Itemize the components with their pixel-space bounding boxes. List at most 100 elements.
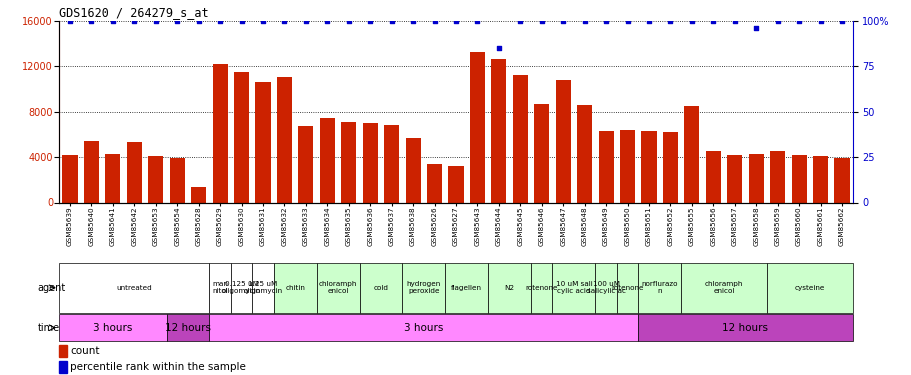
Point: [834, 18, 848, 24]
Point: [619, 18, 634, 24]
Bar: [273, 262, 316, 313]
Point: [106, 18, 120, 24]
Bar: [598, 131, 613, 203]
Text: count: count: [70, 346, 100, 356]
Bar: [59, 262, 210, 313]
Point: [791, 18, 805, 24]
Text: hydrogen
peroxide: hydrogen peroxide: [406, 281, 441, 294]
Point: [448, 18, 463, 24]
Text: N2: N2: [504, 285, 514, 291]
Bar: [640, 131, 656, 203]
Point: [212, 18, 227, 24]
Bar: [191, 187, 206, 202]
Point: [277, 18, 292, 24]
Bar: [791, 155, 805, 203]
Bar: [487, 262, 530, 313]
Bar: [616, 262, 638, 313]
Bar: [534, 104, 548, 202]
Bar: [555, 80, 570, 203]
Point: [363, 18, 377, 24]
Bar: [662, 132, 677, 202]
Point: [684, 18, 699, 24]
Bar: [530, 262, 552, 313]
Text: man
nitol: man nitol: [212, 281, 228, 294]
Bar: [320, 118, 334, 202]
Point: [491, 45, 506, 51]
Bar: [402, 262, 445, 313]
Text: 1.25 uM
oligomycin: 1.25 uM oligomycin: [243, 281, 282, 294]
Bar: [169, 158, 185, 203]
Text: untreated: untreated: [117, 285, 152, 291]
Point: [748, 25, 763, 31]
Bar: [448, 166, 463, 202]
Text: 3 hours: 3 hours: [404, 323, 443, 333]
Point: [813, 18, 827, 24]
Text: percentile rank within the sample: percentile rank within the sample: [70, 362, 246, 372]
Bar: [59, 314, 167, 341]
Bar: [619, 130, 634, 203]
Bar: [210, 314, 638, 341]
Point: [513, 18, 527, 24]
Bar: [426, 164, 442, 202]
Text: 12 hours: 12 hours: [165, 323, 210, 333]
Bar: [127, 142, 142, 202]
Bar: [148, 156, 163, 203]
Text: norflurazo
n: norflurazo n: [640, 281, 677, 294]
Point: [320, 18, 334, 24]
Bar: [705, 152, 720, 202]
Point: [169, 18, 184, 24]
Point: [234, 18, 249, 24]
Bar: [813, 156, 827, 203]
Bar: [298, 126, 313, 202]
Bar: [384, 125, 399, 202]
Bar: [363, 123, 377, 202]
Bar: [212, 64, 228, 202]
Point: [770, 18, 784, 24]
Point: [298, 18, 312, 24]
Point: [341, 18, 355, 24]
Point: [63, 18, 77, 24]
Point: [705, 18, 720, 24]
Bar: [316, 262, 359, 313]
Bar: [577, 105, 591, 202]
Text: 100 uM
salicylic ac: 100 uM salicylic ac: [586, 281, 625, 294]
Bar: [230, 262, 252, 313]
Bar: [683, 106, 699, 202]
Text: flagellen: flagellen: [451, 285, 482, 291]
Point: [534, 18, 548, 24]
Bar: [766, 262, 852, 313]
Bar: [252, 262, 273, 313]
Text: chloramph
enicol: chloramph enicol: [319, 281, 357, 294]
Bar: [84, 141, 98, 202]
Point: [405, 18, 420, 24]
Bar: [769, 152, 784, 202]
Bar: [277, 78, 292, 203]
Point: [426, 18, 441, 24]
Bar: [834, 158, 848, 203]
Bar: [59, 345, 67, 357]
Bar: [681, 262, 766, 313]
Point: [191, 18, 206, 24]
Text: chitin: chitin: [285, 285, 305, 291]
Point: [84, 18, 98, 24]
Bar: [106, 154, 120, 203]
Point: [727, 18, 742, 24]
Bar: [552, 262, 595, 313]
Point: [384, 18, 398, 24]
Text: GDS1620 / 264279_s_at: GDS1620 / 264279_s_at: [59, 6, 209, 20]
Bar: [210, 262, 230, 313]
Text: 12 hours: 12 hours: [722, 323, 768, 333]
Point: [577, 18, 591, 24]
Point: [255, 18, 270, 24]
Bar: [405, 138, 420, 202]
Bar: [341, 122, 356, 202]
Text: 10 uM sali
cylic acid: 10 uM sali cylic acid: [555, 281, 591, 294]
Text: chloramph
enicol: chloramph enicol: [704, 281, 742, 294]
Point: [556, 18, 570, 24]
Text: agent: agent: [37, 283, 66, 293]
Bar: [638, 314, 852, 341]
Bar: [726, 155, 742, 203]
Bar: [491, 59, 506, 202]
Bar: [512, 75, 527, 202]
Bar: [469, 53, 485, 202]
